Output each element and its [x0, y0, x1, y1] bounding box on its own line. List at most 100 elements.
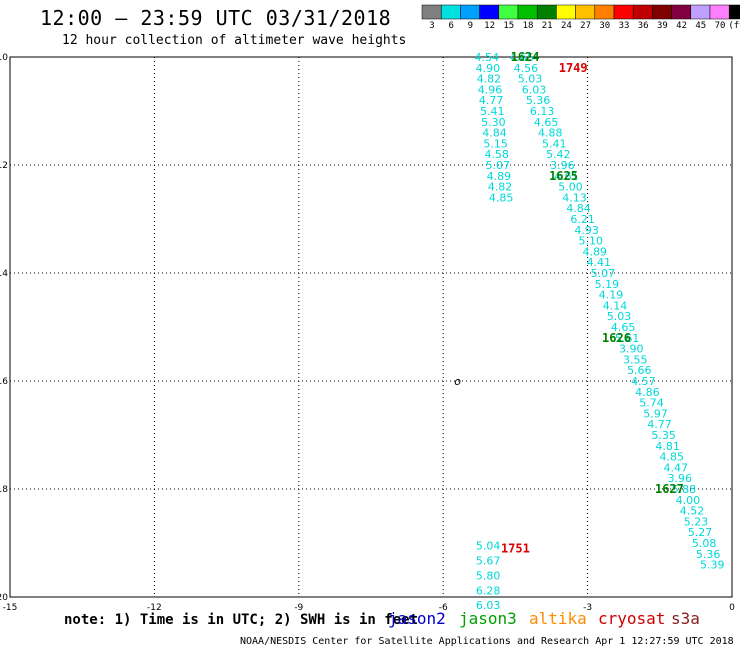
color-scale-label: (ft)	[728, 21, 740, 31]
color-scale-label: 12	[484, 21, 496, 31]
color-scale-label: 30	[599, 21, 611, 31]
wave-height-value: 4.85	[659, 451, 684, 464]
color-scale-swatch	[536, 4, 557, 20]
page-title: 12:00 – 23:59 UTC 03/31/2018	[40, 6, 392, 30]
wave-height-value: 4.81	[655, 440, 680, 453]
page-subtitle: 12 hour collection of altimeter wave hei…	[62, 33, 407, 48]
y-tick-label: -12	[0, 161, 8, 171]
wave-height-value: 5.08	[692, 537, 717, 550]
wave-height-value: 4.52	[680, 505, 705, 518]
color-scale-swatch	[690, 4, 711, 20]
legend-s3a: s3a	[671, 609, 700, 628]
color-scale-swatch	[421, 4, 442, 20]
wave-height-labels: 4.544.904.824.964.775.415.304.845.154.58…	[474, 51, 724, 612]
wave-height-value: 4.61	[554, 170, 579, 183]
wave-height-value: 4.96	[478, 83, 503, 96]
color-scale-label: 33	[618, 21, 630, 31]
wave-height-value: 4.56	[514, 62, 539, 75]
legend-jason2: jason2	[388, 609, 446, 628]
x-tick-label: -15	[3, 603, 18, 613]
pass-time-labels: 1624 1749 1625 1626 1627 1751	[501, 50, 684, 555]
axis-ticks: -15 -12 -9 -6 -3 0 -10 -12 -14 -16 -18 -20 o	[0, 53, 735, 613]
color-scale-swatch	[575, 4, 596, 20]
wave-height-value: 3.96	[550, 159, 575, 172]
pass-time-label: 1749	[559, 61, 588, 75]
wave-height-value: 5.10	[578, 235, 603, 248]
x-tick-label: 0	[729, 603, 735, 613]
color-scale-swatch	[652, 4, 672, 20]
x-tick-label: -9	[294, 603, 303, 613]
wave-height-value: 4.47	[664, 461, 689, 474]
plot-border	[9, 56, 733, 598]
x-tick-label: -6	[439, 603, 448, 613]
wave-height-value: 4.93	[574, 224, 599, 237]
wave-height-value: 5.00	[558, 181, 583, 194]
y-tick-label: -16	[0, 377, 8, 387]
footer-note: note: 1) Time is in UTC; 2) SWH is in fe…	[64, 612, 419, 628]
color-scale-label: 6	[448, 21, 454, 31]
pass-time-label: 1624	[511, 50, 540, 64]
color-scale-label: 42	[676, 21, 688, 31]
wave-height-value: 4.90	[476, 62, 501, 75]
color-scale-label: 39	[656, 21, 668, 31]
color-scale-swatch	[440, 4, 461, 20]
wave-height-value: 4.88	[538, 127, 563, 140]
wave-height-value: 4.57	[631, 375, 656, 388]
color-scale-swatch	[498, 4, 519, 20]
pass-time-label: 1751	[501, 541, 530, 555]
wave-height-value: 5.66	[627, 364, 652, 377]
wave-height-value: 5.97	[643, 407, 668, 420]
wave-height-value: 4.82	[477, 73, 502, 86]
y-tick-label: -20	[0, 593, 8, 603]
wave-height-value: 3.96	[668, 472, 693, 485]
wave-height-value: 5.03	[607, 310, 632, 323]
wave-height-value: 4.85	[489, 191, 514, 204]
x-tick-label: -12	[147, 603, 162, 613]
y-tick-label: -10	[0, 53, 8, 63]
wave-height-value: 4.41	[587, 256, 612, 269]
y-tick-label: -18	[0, 485, 8, 495]
wave-height-value: 4.65	[534, 116, 559, 129]
wave-height-value: 5.23	[684, 515, 709, 528]
legend-cryosat: cryosat	[598, 609, 666, 628]
color-scale-label: 24	[560, 21, 572, 31]
color-scale-label: 18	[522, 21, 534, 31]
wave-height-value: 4.14	[603, 299, 628, 312]
wave-height-value: 5.04	[476, 540, 501, 553]
wave-height-value: 5.15	[483, 137, 508, 150]
color-scale-label: 70	[714, 21, 726, 31]
color-scale-label: 3	[429, 21, 435, 31]
color-scale-label: 9	[467, 21, 474, 31]
wave-height-value: 4.00	[676, 494, 701, 507]
wave-height-value: 5.35	[651, 429, 676, 442]
pass-time-label: 1627	[655, 482, 684, 496]
color-scale-swatch	[709, 4, 730, 20]
wave-height-value: 4.82	[488, 181, 513, 194]
color-scale-label: 45	[695, 21, 707, 31]
color-scale-label: 21	[541, 21, 553, 31]
color-scale-swatch	[479, 4, 500, 20]
wave-height-value: 5.67	[476, 555, 501, 568]
wave-height-value: 5.88	[672, 483, 697, 496]
color-scale-label: 27	[580, 21, 592, 31]
credit-line: NOAA/NESDIS Center for Satellite Applica…	[240, 636, 734, 647]
color-scale-swatch	[460, 4, 480, 20]
wave-height-value: 5.42	[546, 148, 571, 161]
wave-height-value: 6.03	[476, 599, 501, 612]
wave-height-value: 5.36	[696, 548, 721, 561]
wave-height-value: 3.90	[619, 343, 644, 356]
color-scale-label: 36	[637, 21, 649, 31]
wave-height-value: 3.55	[623, 353, 648, 366]
wave-height-value: 4.77	[647, 418, 672, 431]
color-scale-swatch	[632, 4, 653, 20]
wave-height-value: 5.19	[595, 278, 620, 291]
wave-height-value: 5.80	[476, 569, 501, 582]
color-scale-swatch	[517, 4, 538, 20]
color-scale-swatch	[613, 4, 634, 20]
y-tick-label: -14	[0, 269, 8, 279]
wave-height-value: 5.03	[518, 73, 543, 86]
wave-height-value: 4.65	[510, 51, 535, 64]
color-scale-swatch	[671, 4, 692, 20]
wave-height-value: 6.28	[476, 584, 501, 597]
